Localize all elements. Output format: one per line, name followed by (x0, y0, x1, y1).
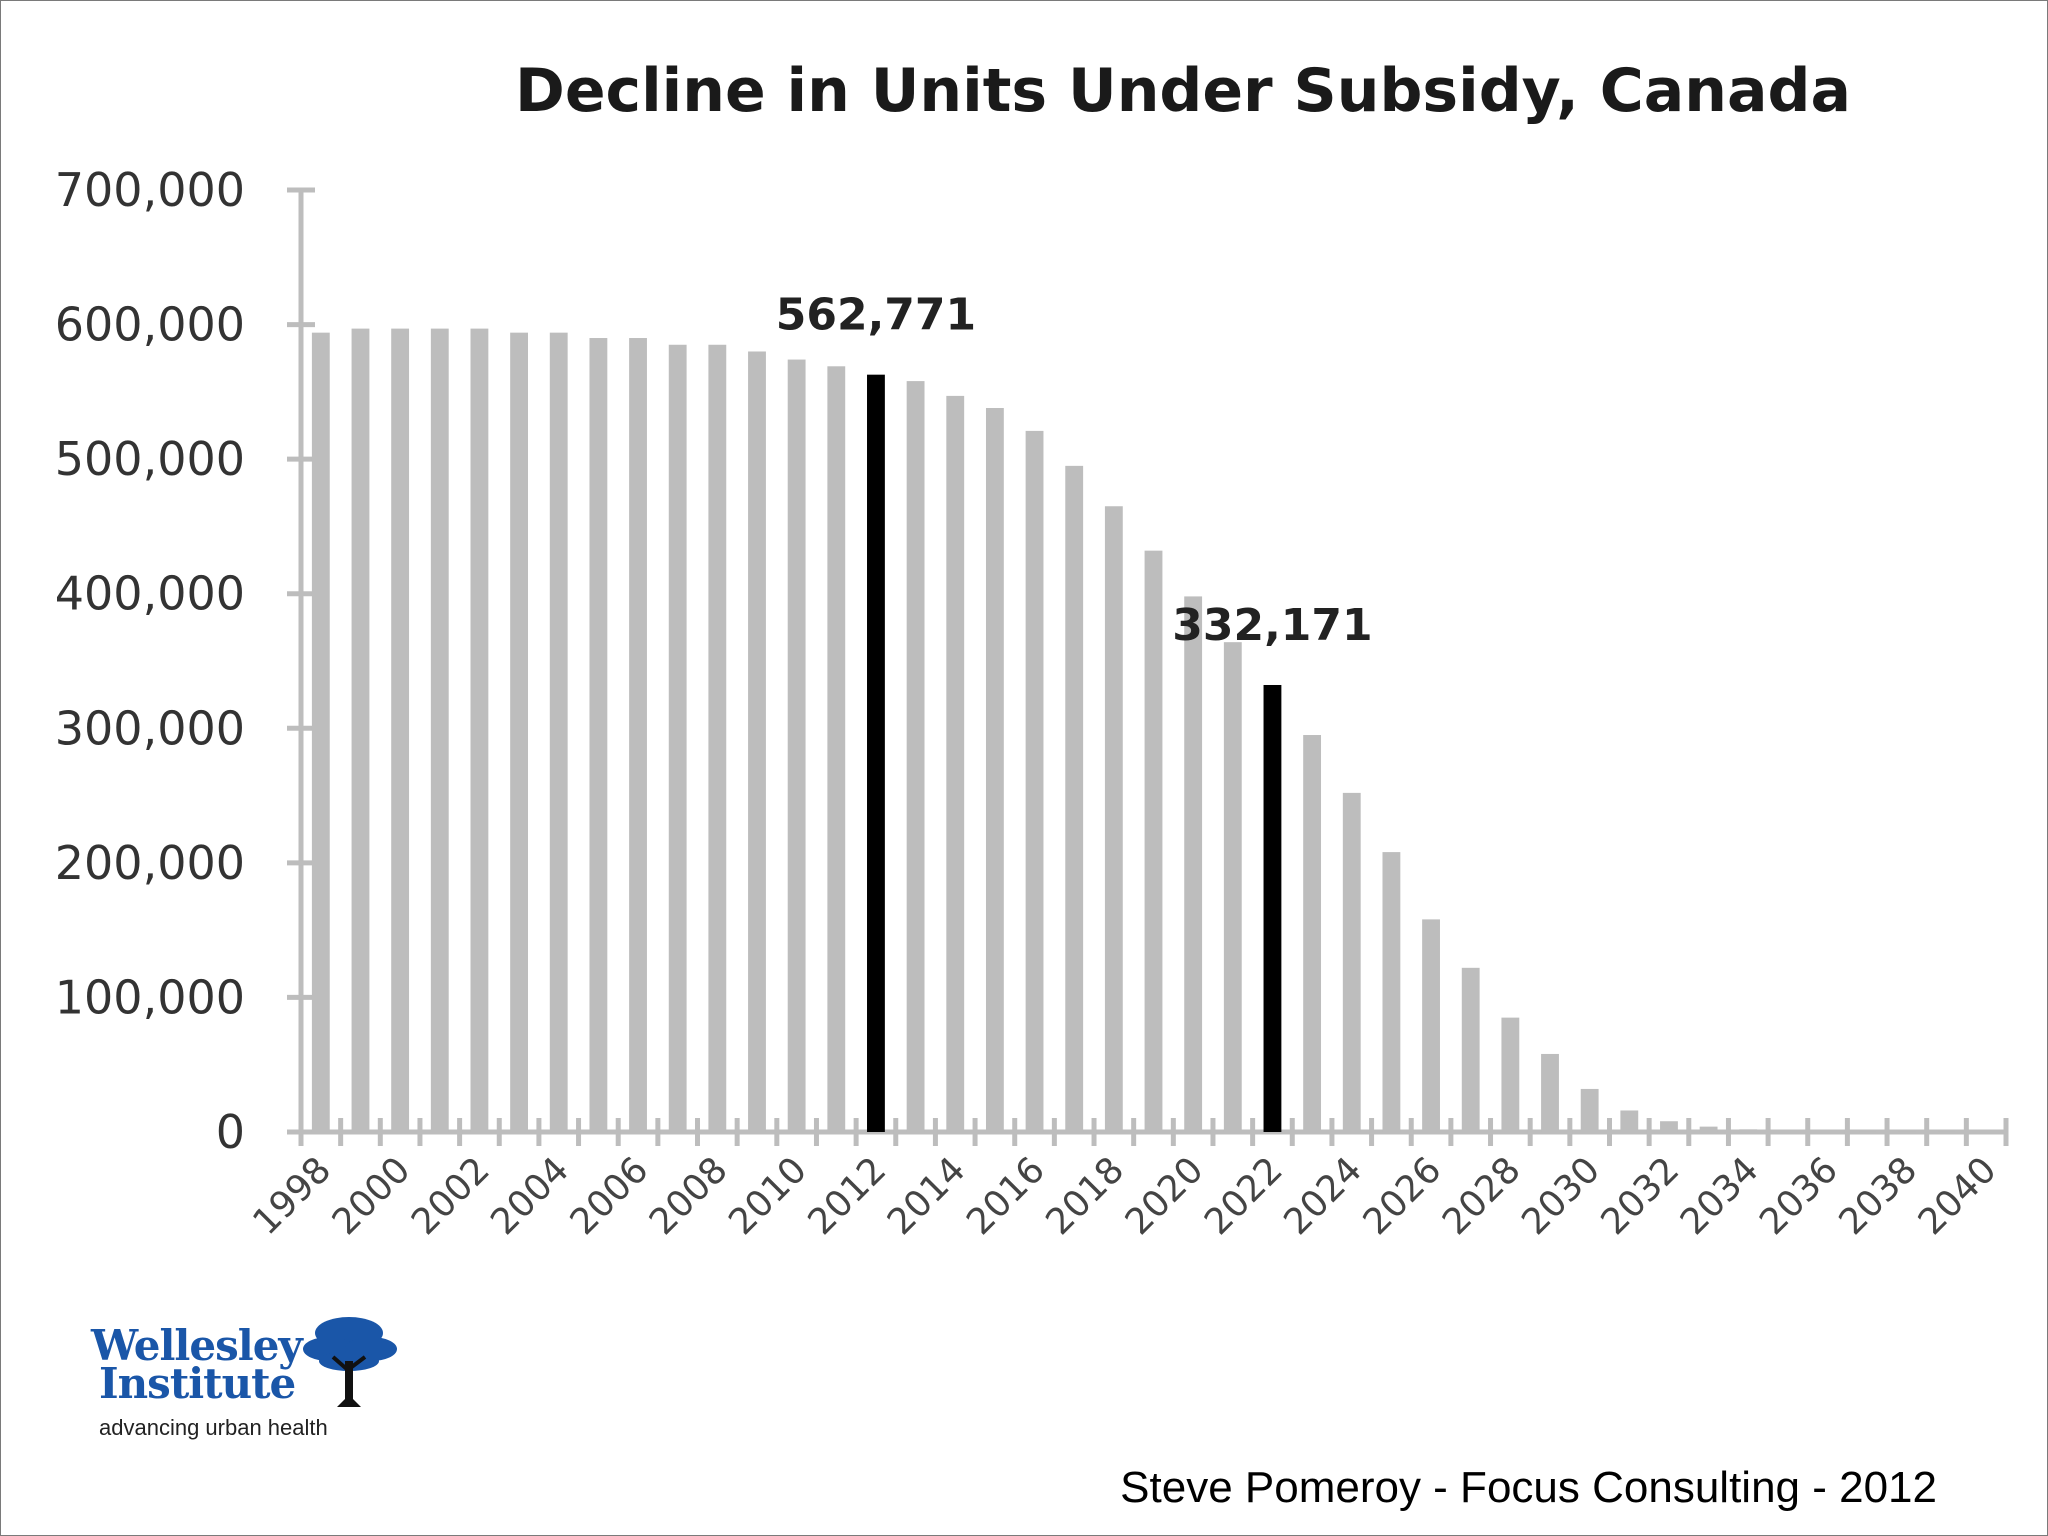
data-labels: 562,771 332,171 (776, 290, 1373, 651)
bar-2032 (1660, 1121, 1678, 1132)
source-credit: Steve Pomeroy - Focus Consulting - 2012 (1120, 1463, 1937, 1512)
x-tick-label: 2026 (1356, 1149, 1450, 1243)
logo-tagline: advancing urban health (99, 1415, 328, 1440)
logo-name-line2: Institute (99, 1359, 296, 1408)
x-tick-label: 1998 (245, 1149, 339, 1243)
bar-2009 (748, 351, 766, 1132)
bar-2007 (668, 344, 687, 1132)
x-tick-label: 2034 (1673, 1149, 1767, 1243)
y-tick-label: 300,000 (55, 701, 245, 755)
x-tick-label: 2000 (325, 1149, 419, 1243)
wellesley-institute-logo: Wellesley Institute advancing urban heal… (91, 1311, 411, 1451)
x-tick-label: 2032 (1594, 1149, 1688, 1243)
bar-2029 (1541, 1053, 1559, 1132)
bar-2036 (1818, 1131, 1837, 1132)
y-axis-ticks: 0 100,000 200,000 300,000 400,000 500,000 600,… (55, 163, 315, 1159)
x-axis-ticks: 1998200020022004200620082010201220142016… (245, 1149, 2004, 1243)
bar-2018 (1104, 506, 1123, 1132)
y-tick-label: 600,000 (55, 298, 245, 352)
bar-2008 (708, 344, 727, 1132)
bar-chart: Decline in Units Under Subsidy, Canada 0… (55, 56, 2009, 1243)
y-tick-label: 0 (216, 1105, 245, 1159)
bar-2013 (906, 381, 925, 1132)
y-tick-label: 200,000 (55, 836, 245, 890)
bar-2000 (391, 328, 410, 1132)
data-label-2022: 332,171 (1172, 600, 1372, 651)
bar-2019 (1144, 550, 1163, 1132)
y-tick-label: 500,000 (55, 432, 245, 486)
bar-2024 (1342, 792, 1361, 1132)
bar-2020 (1184, 596, 1203, 1132)
bar-2030 (1580, 1088, 1599, 1132)
x-tick-label: 2018 (1038, 1149, 1132, 1243)
x-tick-label: 2028 (1435, 1149, 1529, 1243)
x-tick-label: 2030 (1514, 1149, 1608, 1243)
x-tick-label: 2036 (1752, 1149, 1846, 1243)
x-tick-label: 2024 (1276, 1149, 1370, 1243)
bar-2002 (470, 328, 489, 1132)
x-tick-label: 2008 (642, 1149, 736, 1243)
bar-2004 (549, 332, 568, 1132)
y-tick-label: 100,000 (55, 970, 245, 1024)
bar-2025 (1382, 852, 1401, 1132)
y-tick-label: 400,000 (55, 567, 245, 621)
tree-icon (303, 1317, 397, 1407)
bar-2027 (1461, 967, 1480, 1132)
x-tick-label: 2006 (563, 1149, 657, 1243)
bar-2016 (1025, 430, 1044, 1133)
bar-2021 (1223, 642, 1242, 1132)
x-tick-label: 2012 (801, 1149, 895, 1243)
chart-axes (293, 190, 2009, 1146)
bar-2031 (1620, 1110, 1639, 1132)
x-tick-label: 2038 (1831, 1149, 1925, 1243)
x-tick-label: 2010 (721, 1149, 815, 1243)
bars (311, 328, 1996, 1133)
bar-highlight-2022 (1263, 684, 1282, 1132)
bar-2015 (985, 408, 1004, 1132)
x-tick-label: 2016 (959, 1149, 1053, 1243)
x-tick-label: 2002 (404, 1149, 498, 1243)
x-tick-label: 2004 (483, 1149, 577, 1243)
chart-title: Decline in Units Under Subsidy, Canada (515, 56, 1851, 126)
x-tick-label: 2040 (1911, 1149, 2005, 1243)
x-tick-label: 2020 (1118, 1149, 1212, 1243)
bar-2026 (1422, 919, 1440, 1132)
bar-1998 (311, 332, 330, 1132)
bar-2011 (827, 366, 846, 1132)
bar-2010 (787, 359, 806, 1132)
x-tick-label: 2014 (880, 1149, 974, 1243)
bar-2023 (1303, 735, 1322, 1132)
bar-highlight-2012 (867, 374, 885, 1132)
bar-2035 (1778, 1130, 1797, 1132)
bar-2034 (1739, 1129, 1758, 1132)
bar-2014 (946, 395, 965, 1132)
y-tick-label: 700,000 (55, 163, 245, 217)
bar-2028 (1501, 1017, 1520, 1132)
data-label-2012: 562,771 (776, 290, 976, 341)
x-tick-label: 2022 (1197, 1149, 1291, 1243)
bar-2006 (629, 338, 647, 1132)
bar-2001 (430, 328, 449, 1132)
bar-1999 (351, 328, 370, 1132)
bar-2005 (589, 338, 608, 1132)
bar-2033 (1699, 1126, 1718, 1132)
bar-2003 (510, 332, 529, 1132)
logo-name-line1: Wellesley (91, 1321, 303, 1370)
bar-2017 (1065, 465, 1084, 1132)
